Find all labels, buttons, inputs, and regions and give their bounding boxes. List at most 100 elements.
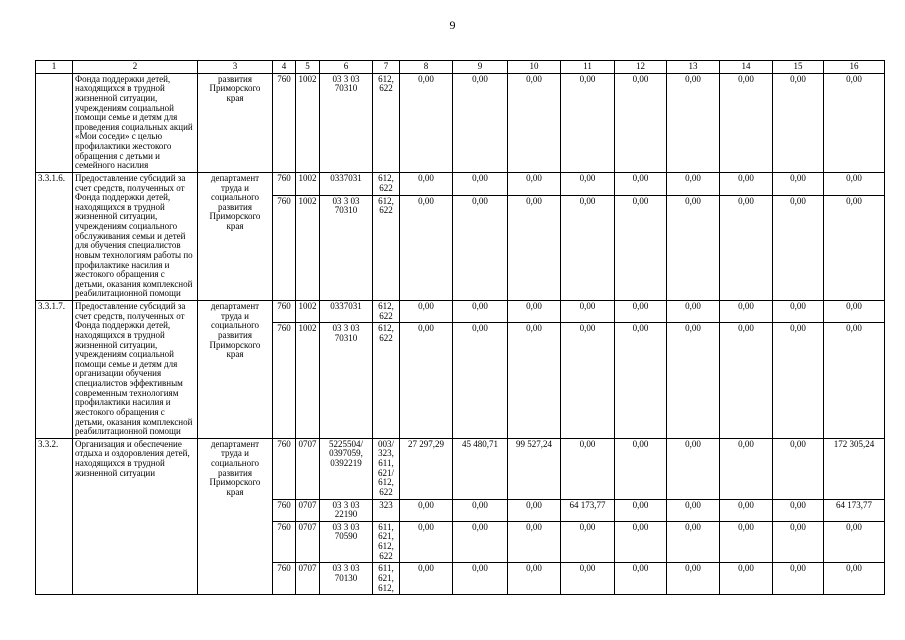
amount-cell: 0,00: [823, 562, 885, 596]
amount-cell: 99 527,24: [507, 437, 561, 500]
vr-code-cell: 612, 622: [372, 194, 400, 302]
amount-cell: 0,00: [614, 437, 667, 500]
vr-code-cell: 612, 622: [372, 72, 400, 173]
table-row: 760 1002 03 3 03 70310 612, 622 0,00 0,0…: [36, 322, 885, 439]
grbs-code-cell: 760: [272, 72, 296, 173]
amount-cell: 0,00: [666, 171, 720, 196]
razdel-code-cell: 0707: [295, 498, 320, 522]
amount-cell: 0,00: [560, 322, 615, 439]
csr-code-cell: 0337031: [319, 171, 373, 196]
amount-cell: 0,00: [823, 171, 885, 196]
amount-cell: 0,00: [399, 171, 453, 196]
table-row: 3.3.1.6. Предоставление субсидий за счет…: [35, 171, 885, 302]
column-number-header: 1: [35, 60, 73, 74]
amount-cell: 0,00: [399, 520, 453, 564]
row-number-cell: [35, 72, 73, 173]
amount-cell: 0,00: [772, 498, 824, 522]
csr-code-cell: 03 3 03 70310: [319, 72, 373, 173]
column-number-header: 7: [372, 60, 400, 74]
amount-cell: 0,00: [772, 299, 824, 324]
column-number-header: 8: [399, 60, 453, 74]
amount-cell: 0,00: [666, 72, 720, 173]
amount-cell: 0,00: [507, 498, 561, 522]
amount-cell: 0,00: [507, 194, 561, 302]
razdel-code-cell: 1002: [295, 72, 320, 173]
amount-cell: 0,00: [719, 194, 773, 302]
column-number-header: 15: [772, 60, 824, 74]
column-number-header: 6: [319, 60, 373, 74]
column-number-header: 10: [507, 60, 561, 74]
amount-cell: 0,00: [719, 520, 773, 564]
amount-cell: 0,00: [719, 498, 773, 522]
amount-cell: 0,00: [666, 498, 720, 522]
amount-cell: 0,00: [772, 322, 824, 439]
amount-cell: 0,00: [666, 322, 720, 439]
amount-cell: 0,00: [614, 498, 667, 522]
grbs-code-cell: 760: [272, 299, 296, 324]
amount-cell: 0,00: [399, 299, 453, 324]
razdel-code-cell: 1002: [295, 299, 320, 324]
column-number-header: 14: [719, 60, 773, 74]
executor-cell: развития Приморского края: [197, 72, 273, 173]
csr-code-cell: 0337031: [319, 299, 373, 324]
amount-cell: 0,00: [452, 171, 508, 196]
razdel-code-cell: 0707: [295, 562, 320, 596]
amount-cell: 0,00: [399, 72, 453, 173]
financing-table: 1 2 3 4 5 6 7 8 9 10 11 12 13 14 15 16 Ф…: [35, 60, 885, 596]
amount-cell: 0,00: [823, 520, 885, 564]
vr-code-cell: 612, 622: [372, 322, 400, 439]
table-row: Фонда поддержки детей, находящихся в тру…: [35, 72, 885, 173]
table-row: 760 0707 03 3 03 22190 323 0,00 0,00 0,0…: [36, 498, 885, 522]
amount-cell: 0,00: [614, 322, 667, 439]
row-number-cell: 3.3.2.: [35, 437, 73, 596]
executor-cell: департамент труда и социального развития…: [197, 300, 273, 439]
amount-cell: 0,00: [560, 171, 615, 196]
grbs-code-cell: 760: [272, 437, 296, 500]
amount-cell: 0,00: [614, 520, 667, 564]
column-number-header: 2: [72, 60, 198, 74]
amount-cell: 0,00: [719, 322, 773, 439]
amount-cell: 0,00: [614, 171, 667, 196]
amount-cell: 0,00: [666, 520, 720, 564]
amount-cell: 0,00: [823, 72, 885, 173]
amount-cell: 0,00: [507, 72, 561, 173]
vr-code-cell: 611, 621, 612, 622: [372, 520, 400, 564]
razdel-code-cell: 1002: [295, 194, 320, 302]
amount-cell: 0,00: [719, 299, 773, 324]
amount-cell: 64 173,77: [823, 498, 885, 522]
amount-cell: 27 297,29: [399, 437, 453, 500]
table-row: 3.3.2. Организация и обеспечение отдыха …: [35, 437, 885, 596]
amount-cell: 0,00: [614, 299, 667, 324]
amount-cell: 0,00: [452, 299, 508, 324]
column-number-header: 9: [452, 60, 508, 74]
amount-cell: 0,00: [452, 520, 508, 564]
activity-description-cell: Предоставление субсидий за счет средств,…: [72, 171, 198, 302]
amount-cell: 0,00: [560, 72, 615, 173]
amount-cell: 0,00: [719, 171, 773, 196]
amount-cell: 0,00: [399, 498, 453, 522]
table-header-row: 1 2 3 4 5 6 7 8 9 10 11 12 13 14 15 16: [35, 60, 885, 74]
amount-cell: 45 480,71: [452, 437, 508, 500]
razdel-code-cell: 0707: [295, 520, 320, 564]
amount-cell: 0,00: [507, 171, 561, 196]
column-number-header: 4: [272, 60, 296, 74]
amount-cell: 0,00: [507, 299, 561, 324]
amount-cell: 0,00: [772, 562, 824, 596]
amount-cell: 0,00: [507, 562, 561, 596]
amount-cell: 0,00: [560, 299, 615, 324]
amount-cell: 0,00: [452, 562, 508, 596]
row-number-cell: 3.3.1.6.: [35, 171, 73, 302]
grbs-code-cell: 760: [272, 322, 296, 439]
table-row: 3.3.1.7. Предоставление субсидий за счет…: [35, 299, 885, 439]
vr-code-cell: 612, 622: [372, 171, 400, 196]
amount-cell: 0,00: [719, 72, 773, 173]
vr-code-cell: 323: [372, 498, 400, 522]
amount-cell: 0,00: [614, 562, 667, 596]
activity-description-cell: Фонда поддержки детей, находящихся в тру…: [72, 72, 198, 173]
grbs-code-cell: 760: [272, 498, 296, 522]
column-number-header: 16: [823, 60, 885, 74]
column-number-header: 11: [560, 60, 615, 74]
amount-cell: 0,00: [560, 194, 615, 302]
csr-code-cell: 03 3 03 70310: [319, 322, 373, 439]
amount-cell: 0,00: [719, 437, 773, 500]
